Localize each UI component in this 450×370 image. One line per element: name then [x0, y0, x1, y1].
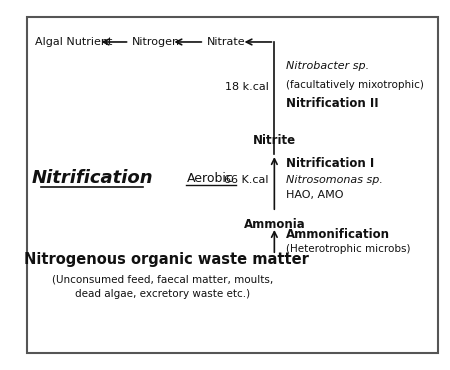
Text: Nitrobacter sp.: Nitrobacter sp. — [286, 61, 369, 71]
Text: 18 k.cal: 18 k.cal — [225, 82, 269, 92]
Text: (Unconsumed feed, faecal matter, moults,: (Unconsumed feed, faecal matter, moults, — [52, 275, 273, 285]
Text: HAO, AMO: HAO, AMO — [286, 190, 343, 200]
Text: Nitrification: Nitrification — [31, 169, 153, 188]
FancyBboxPatch shape — [27, 17, 438, 353]
Text: Nitrogen: Nitrogen — [132, 37, 180, 47]
Text: dead algae, excretory waste etc.): dead algae, excretory waste etc.) — [75, 289, 250, 299]
Text: Nitrogenous organic waste matter: Nitrogenous organic waste matter — [24, 252, 309, 267]
Text: Ammonia: Ammonia — [243, 218, 305, 231]
Text: Nitrate: Nitrate — [207, 37, 246, 47]
Text: Nitrosomonas sp.: Nitrosomonas sp. — [286, 175, 382, 185]
Text: (facultatively mixotrophic): (facultatively mixotrophic) — [286, 80, 423, 90]
Text: Aerobic: Aerobic — [187, 172, 234, 185]
Text: Nitrification II: Nitrification II — [286, 97, 378, 110]
Text: Ammonification: Ammonification — [286, 228, 390, 241]
Text: 66 K.cal: 66 K.cal — [224, 175, 269, 185]
Text: (Heterotrophic microbs): (Heterotrophic microbs) — [286, 243, 410, 253]
Text: Nitrification I: Nitrification I — [286, 157, 374, 170]
Text: Nitrite: Nitrite — [253, 134, 296, 147]
Text: Algal Nutrient: Algal Nutrient — [35, 37, 112, 47]
